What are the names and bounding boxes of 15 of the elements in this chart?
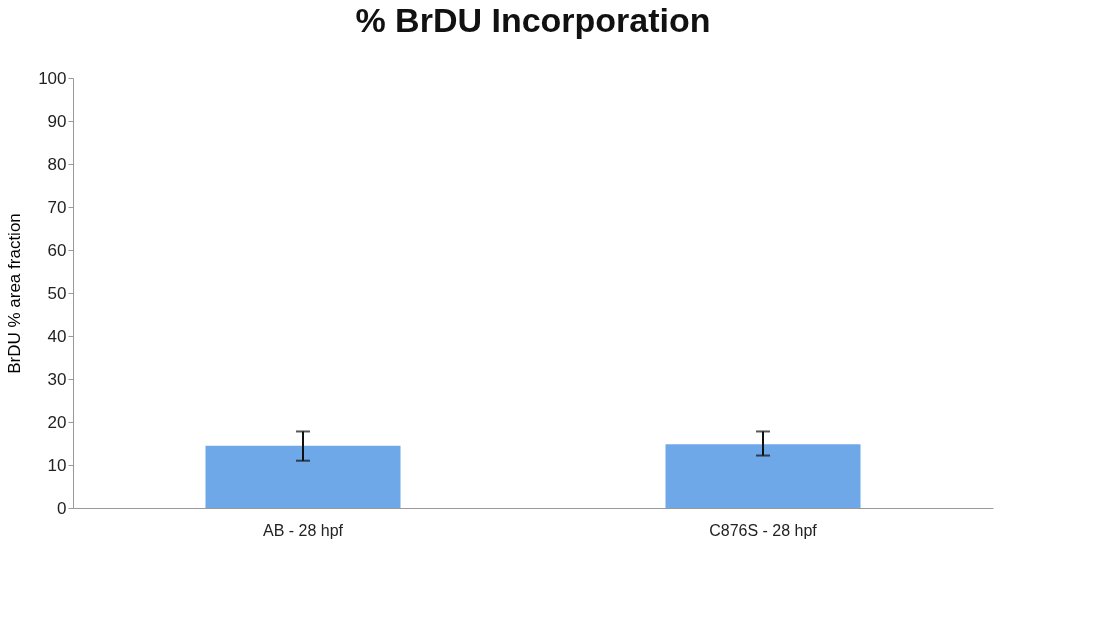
y-tick-label: 10 [47,455,67,475]
y-tick-label: 30 [47,369,67,389]
y-tick-label: 70 [47,197,67,217]
y-tick-label: 0 [57,498,67,518]
x-tick-label: AB - 28 hpf [262,521,344,539]
x-tick-label: C876S - 28 hpf [709,521,818,539]
y-tick-label: 20 [47,412,67,432]
y-tick-label: 80 [47,154,67,174]
y-tick-label: 50 [47,283,67,303]
y-tick-label: 40 [47,326,67,346]
y-axis-title: BrDU % area fraction [5,213,25,374]
y-tick-label: 100 [38,68,67,88]
chart-title: % BrDU Incorporation [355,1,711,39]
y-tick-label: 90 [47,111,67,131]
y-tick-label: 60 [47,240,67,260]
